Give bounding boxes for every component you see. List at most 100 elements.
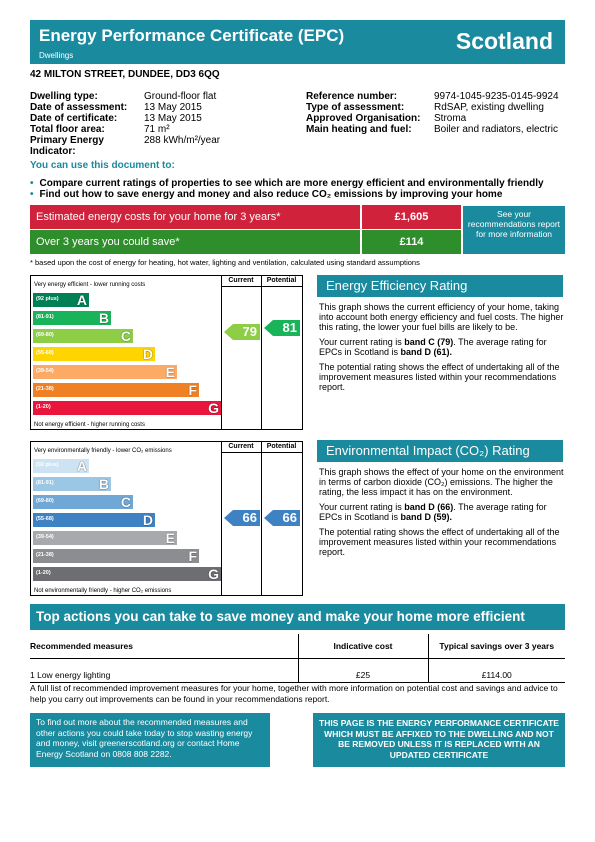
band-e-bar: (39-54) E (33, 364, 177, 380)
band-range: (81-91) (36, 314, 54, 320)
bullet-text: Compare current ratings of properties to… (39, 178, 544, 189)
info-key: Dwelling type: (30, 91, 98, 102)
cost-row-saving: Over 3 years you could save* £114 (30, 230, 565, 254)
band-range: (1-20) (36, 404, 51, 410)
current-rating: 66 (242, 510, 257, 525)
band-range: (1-20) (36, 570, 51, 576)
band-b-bar: (81-91) B (33, 476, 111, 492)
bullet-item: • Find out how to save energy and money a… (30, 189, 503, 200)
environmental-impact-graph: Current Potential Very environmentally f… (30, 441, 303, 596)
info-value: 13 May 2015 (144, 102, 202, 113)
band-range: (69-80) (36, 332, 54, 338)
band-range: (21-38) (36, 386, 54, 392)
bullet-item: • Compare current ratings of properties t… (30, 178, 544, 189)
cost-footnote: * based upon the cost of energy for heat… (30, 258, 420, 267)
usage-lead: You can use this document to: (30, 160, 175, 171)
band-range: (81-91) (36, 480, 54, 486)
current-rating: 79 (242, 324, 257, 339)
col-header: Typical savings over 3 years (428, 634, 565, 659)
panel-text: Your current rating is (319, 337, 405, 347)
affix-notice: THIS PAGE IS THE ENERGY PERFORMANCE CERT… (313, 713, 565, 767)
info-key: Approved Organisation: (306, 113, 421, 124)
eir-panel-text: This graph shows the effect of your home… (319, 467, 565, 557)
actions-title: Top actions you can take to save money a… (30, 604, 565, 630)
band-range: (92 plus) (36, 462, 59, 468)
panel-paragraph: The potential rating shows the effect of… (319, 527, 560, 557)
cost-cell: £25 (298, 668, 429, 682)
property-address: 42 MILTON STREET, DUNDEE, DD3 6QQ (30, 69, 220, 80)
band-f-bar: (21-38) F (33, 548, 199, 564)
band-c-bar: (69-80) C (33, 494, 133, 510)
col-header: Indicative cost (298, 634, 429, 659)
panel-text: . The average rating for EPCs in Scotlan… (319, 337, 547, 357)
cost-value: £1,605 (362, 205, 461, 229)
band-letter: A (76, 292, 87, 308)
band-letter: D (142, 512, 153, 528)
band-letter: B (98, 310, 109, 326)
country-label: Scotland (455, 28, 553, 54)
info-value: 71 m² (144, 124, 170, 135)
measure-cell: 1 Low energy lighting (30, 668, 299, 682)
eer-panel-text: This graph shows the current efficiency … (319, 302, 565, 392)
panel-paragraph: The potential rating shows the effect of… (319, 362, 560, 392)
graph-bottom-note: Not energy efficient - higher running co… (34, 422, 145, 428)
info-value: Stroma (434, 113, 467, 124)
col-header: Recommended measures (30, 634, 299, 659)
band-letter: B (98, 476, 109, 492)
band-d-bar: (55-68) D (33, 512, 155, 528)
info-key: Date of assessment: (30, 102, 128, 113)
panel-text: Your current rating is (319, 502, 405, 512)
band-range: (39-54) (36, 534, 54, 540)
header-banner: Energy Performance Certificate (EPC) Dwe… (30, 20, 565, 64)
actions-table: Recommended measures Indicative cost Typ… (30, 634, 565, 683)
band-b-bar: (81-91) B (33, 310, 111, 326)
band-g-bar: (1-20) G (33, 400, 221, 416)
band-letter: A (76, 458, 87, 474)
info-value: 13 May 2015 (144, 113, 202, 124)
band-letter: E (165, 364, 175, 380)
band-range: (69-80) (36, 498, 54, 504)
info-value: RdSAP, existing dwelling (434, 102, 544, 113)
table-row: 1 Low energy lighting £25 £114.00 (30, 668, 565, 682)
current-header: Current (228, 443, 254, 450)
right-info: Reference number: 9974-1045-9235-0145-992… (306, 91, 566, 135)
info-value: Boiler and radiators, electric (434, 124, 558, 135)
panel-text: . The average rating for EPCs in Scotlan… (319, 502, 547, 522)
info-key: Date of certificate: (30, 113, 118, 124)
current-rating-arrow: 66 (224, 510, 260, 526)
info-key: Main heating and fuel: (306, 124, 412, 135)
band-letter: F (188, 548, 197, 564)
eir-panel-title: Environmental Impact (CO₂) Rating (317, 440, 563, 462)
saving-label: Over 3 years you could save* (30, 230, 360, 254)
band-f-bar: (21-38) F (33, 382, 199, 398)
band-range: (92 plus) (36, 296, 59, 302)
band-range: (55-68) (36, 350, 54, 356)
potential-header: Potential (266, 277, 297, 284)
info-key: Primary Energy Indicator: (30, 135, 104, 157)
panel-paragraph: This graph shows the effect of your home… (319, 467, 564, 497)
band-letter: G (208, 566, 219, 582)
info-key: Reference number: (306, 91, 398, 102)
band-letter: C (120, 328, 131, 344)
graph-top-note: Very energy efficient - lower running co… (34, 282, 146, 288)
bullet-text: Find out how to save energy and money an… (39, 189, 503, 200)
band-range: (21-38) (36, 552, 54, 558)
info-value: Ground-floor flat (144, 91, 217, 102)
panel-band: band D (66) (404, 502, 454, 512)
band-letter: G (208, 400, 219, 416)
panel-band: band D (61). (400, 347, 453, 357)
potential-rating-arrow: 81 (264, 320, 300, 336)
potential-rating: 66 (282, 510, 297, 525)
graph-top-note: Very environmentally friendly - lower CO… (34, 448, 172, 454)
info-value: 288 kWh/m²/year (144, 135, 221, 146)
full-list-note: A full list of recommended improvement m… (30, 683, 558, 704)
saving-value: £114 (362, 230, 461, 254)
band-g-bar: (1-20) G (33, 566, 221, 582)
page-title: Energy Performance Certificate (EPC) (39, 26, 345, 45)
advice-box: To find out more about the recommended m… (30, 713, 270, 767)
page-subtitle: Dwellings (39, 51, 74, 60)
info-key: Total floor area: (30, 124, 105, 135)
band-e-bar: (39-54) E (33, 530, 177, 546)
panel-band: band C (79) (404, 337, 454, 347)
potential-header: Potential (266, 443, 297, 450)
